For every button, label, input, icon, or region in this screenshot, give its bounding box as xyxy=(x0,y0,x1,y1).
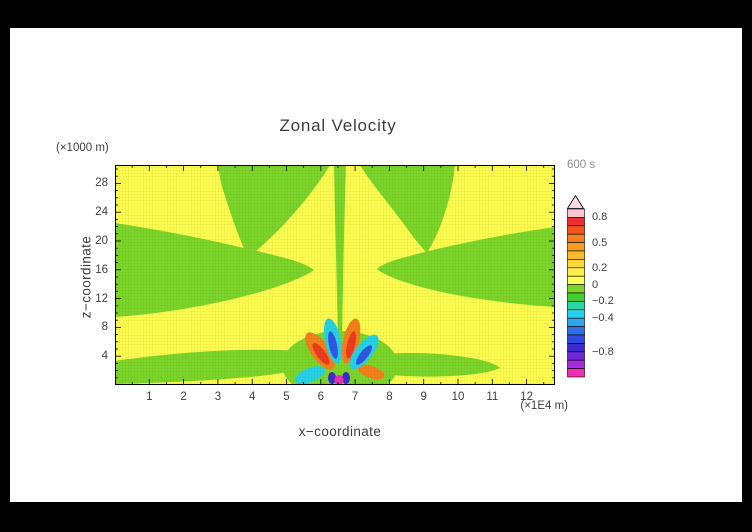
colorbar-label: −0.2 xyxy=(592,295,614,308)
red-core-2 xyxy=(345,331,357,359)
x-tick-label: 8 xyxy=(386,391,393,403)
y-tick-label: 4 xyxy=(101,350,108,363)
x-tick-label: 12 xyxy=(520,391,533,403)
colorbar-cell xyxy=(567,368,585,378)
y-axis-label: z−coordinate xyxy=(78,235,94,319)
colorbar-label: 0.2 xyxy=(592,261,608,274)
colorbar-label: −0.4 xyxy=(592,312,614,325)
colorbar-cell xyxy=(567,292,585,302)
navy-speck-right xyxy=(342,372,350,384)
magenta-speck xyxy=(334,375,344,385)
colorbar xyxy=(567,195,585,378)
contour-plot xyxy=(115,165,555,385)
colorbar-label: −0.8 xyxy=(592,345,614,358)
navy-speck-left xyxy=(328,372,336,384)
green-left-band xyxy=(115,223,314,317)
x-axis-label: x−coordinate xyxy=(298,424,382,439)
colorbar-label: 0.5 xyxy=(592,236,608,249)
x-axis-unit: (×1E4 m) xyxy=(520,400,568,412)
red-core-1 xyxy=(312,343,330,365)
x-tick-label: 1 xyxy=(146,391,153,403)
colorbar-label: 0.8 xyxy=(592,211,608,224)
y-tick-label: 16 xyxy=(95,263,108,276)
colorbar-cell xyxy=(567,309,585,319)
y-tick-label: 28 xyxy=(95,177,108,190)
y-tick-label: 24 xyxy=(95,206,108,219)
y-tick-label: 12 xyxy=(95,292,108,305)
time-stamp-label: 600 s xyxy=(567,159,596,171)
colorbar-cell xyxy=(567,334,585,344)
plot-frame xyxy=(115,165,555,385)
colorbar-cell xyxy=(567,208,585,218)
colorbar-cell xyxy=(567,242,585,252)
y-tick-label: 20 xyxy=(95,235,108,247)
x-tick-label: 6 xyxy=(317,391,324,403)
blue-core-1 xyxy=(328,331,338,359)
x-tick-label: 9 xyxy=(420,391,427,403)
colorbar-label: 0 xyxy=(592,278,599,291)
colorbar-cell xyxy=(567,267,585,277)
blue-core-2 xyxy=(355,345,373,365)
colorbar-cell xyxy=(567,351,585,361)
colorbar-cell xyxy=(567,259,585,269)
y-axis-unit: (×1000 m) xyxy=(56,142,109,154)
colorbar-cell xyxy=(567,225,585,235)
orange-arc-right xyxy=(357,364,385,380)
colorbar-overflow-arrow xyxy=(567,195,585,209)
colorbar-cell xyxy=(567,317,585,327)
colorbar-cell xyxy=(567,233,585,243)
x-tick-label: 10 xyxy=(451,391,465,403)
cyan-arc-left xyxy=(294,366,326,384)
chart-title: Zonal Velocity xyxy=(279,116,397,135)
x-tick-label: 2 xyxy=(180,391,187,403)
x-tick-label: 3 xyxy=(214,391,222,403)
green-right-band xyxy=(377,227,555,307)
colorbar-cell xyxy=(567,301,585,311)
green-left-horn xyxy=(218,165,330,258)
green-center-column xyxy=(334,165,346,341)
colorbar-cell xyxy=(567,359,585,369)
colorbar-cell xyxy=(567,284,585,294)
green-bottom-left-band xyxy=(115,349,328,384)
colorbar-cell xyxy=(567,250,585,260)
x-tick-label: 11 xyxy=(486,391,499,403)
colorbar-cell xyxy=(567,343,585,353)
colorbar-cell xyxy=(567,326,585,336)
y-tick-label: 8 xyxy=(101,321,108,334)
x-tick-label: 4 xyxy=(248,391,256,403)
colorbar-cell xyxy=(567,275,585,285)
x-tick-label: 7 xyxy=(351,391,359,403)
green-right-horn xyxy=(360,165,455,253)
colorbar-cell xyxy=(567,217,585,227)
x-tick-label: 5 xyxy=(283,391,290,403)
